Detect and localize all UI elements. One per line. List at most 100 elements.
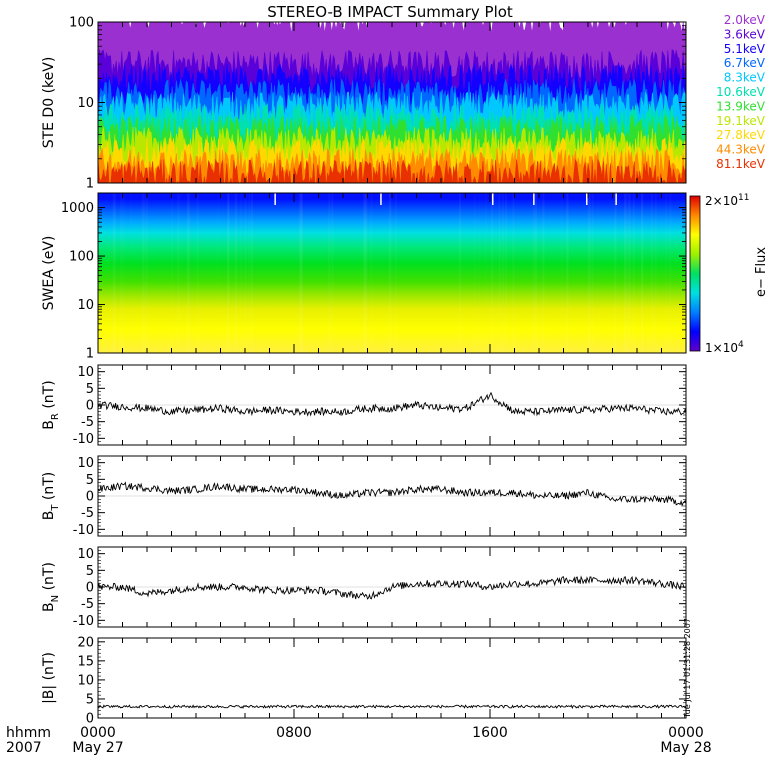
swea-texture: [624, 193, 626, 353]
bmag-ytick-label: 0: [86, 712, 94, 727]
legend-5.1keV: 5.1keV: [724, 42, 766, 56]
swea-texture: [682, 193, 684, 353]
br-ylabel-sub: R: [50, 413, 61, 420]
legend-2.0keV: 2.0keV: [724, 13, 766, 27]
br-ylabel-main: B: [41, 420, 57, 430]
swea-texture: [498, 193, 501, 353]
swea-ytick-label: 1000: [61, 201, 94, 216]
timestamp-label: Tue Jul 17 01:31:28 2007: [683, 618, 692, 719]
ste-series-81.1keV: [98, 158, 686, 183]
swea-texture: [120, 193, 122, 353]
label-layer: 2.0keV3.6keV5.1keV6.7keV8.3keV10.6keV13.…: [41, 13, 769, 756]
swea-gap: [615, 193, 617, 205]
swea-texture: [144, 193, 146, 353]
br-ytick-label: 5: [86, 382, 94, 397]
bn-ytick-label: 0: [86, 581, 94, 596]
swea-texture: [240, 193, 242, 353]
swea-texture: [621, 193, 623, 353]
swea-texture: [217, 193, 219, 353]
legend-19.1keV: 19.1keV: [716, 114, 766, 128]
swea-texture: [669, 193, 671, 353]
swea-texture: [364, 193, 367, 353]
swea-texture: [561, 193, 563, 353]
swea-texture: [227, 193, 229, 353]
swea-texture: [130, 193, 132, 353]
bn-ytick-label: 10: [77, 547, 94, 562]
swea-texture: [298, 193, 301, 353]
swea-texture: [665, 193, 667, 353]
plot-title: STEREO-B IMPACT Summary Plot: [267, 3, 513, 21]
legend-13.9keV: 13.9keV: [716, 99, 766, 113]
swea-texture: [294, 193, 296, 353]
bn-ytick-label: -5: [81, 597, 94, 612]
swea-texture: [228, 193, 230, 353]
bmag-trace: [97, 704, 687, 710]
swea-texture: [628, 193, 631, 353]
swea-texture: [535, 193, 537, 353]
colorbar-max-label: 2×1011: [705, 193, 749, 208]
bmag-ytick-label: 10: [77, 673, 94, 688]
bt-ytick-label: -10: [73, 523, 94, 538]
bn-ylabel-unit: (nT): [41, 562, 57, 595]
colorbar-label: e− Flux: [754, 247, 769, 297]
swea-texture: [113, 193, 116, 353]
bt-ytick-label: -5: [81, 506, 94, 521]
swea-texture: [353, 193, 355, 353]
swea-texture: [328, 193, 330, 353]
swea-texture: [567, 193, 569, 353]
swea-ytick-label: 100: [69, 250, 94, 265]
swea-ytick-label: 10: [77, 298, 94, 313]
swea-texture: [651, 193, 653, 353]
bn-trace: [97, 575, 687, 600]
colorbar-max-exponent: 11: [738, 193, 749, 203]
swea-gap: [492, 193, 494, 205]
legend-44.3keV: 44.3keV: [716, 143, 766, 157]
swea-texture: [142, 193, 145, 353]
swea-texture: [365, 193, 368, 353]
bmag-ytick-label: 20: [77, 635, 94, 650]
swea-texture: [300, 193, 303, 353]
swea-texture: [235, 193, 238, 353]
time-axis-label-year: 2007: [6, 740, 42, 756]
swea-ylabel: SWEA (eV): [41, 236, 57, 311]
swea-gap: [274, 193, 276, 205]
swea-texture: [626, 193, 628, 353]
swea-texture: [491, 193, 494, 353]
bt-trace: [97, 481, 687, 508]
br-ytick-label: 0: [86, 399, 94, 414]
bn-ylabel-main: B: [41, 602, 57, 612]
colorbar-min-label: 1×104: [705, 340, 744, 355]
ste-traces: [98, 22, 686, 183]
swea-texture: [485, 193, 487, 353]
swea-texture: [614, 193, 617, 353]
bt-ylabel-sub: T: [50, 504, 61, 512]
br-ylabel-unit: (nT): [41, 380, 57, 413]
ste-ylabel: STE D0 (keV): [41, 57, 57, 149]
bn-ylabel-sub: N: [50, 595, 61, 602]
bn-ytick-label: -10: [73, 614, 94, 629]
swea-texture: [171, 193, 173, 353]
swea-texture: [183, 193, 185, 353]
swea-texture: [505, 193, 508, 353]
swea-texture: [186, 193, 189, 353]
time-tick-label: 0000: [668, 725, 704, 741]
time-tick-label: 0800: [276, 725, 312, 741]
swea-texture: [389, 193, 391, 353]
br-trace: [97, 391, 687, 417]
swea-texture: [146, 193, 148, 353]
swea-gap: [380, 193, 382, 205]
swea-texture: [458, 193, 461, 353]
swea-texture: [502, 193, 504, 353]
swea-texture: [188, 193, 190, 353]
bt-ytick-label: 10: [77, 456, 94, 471]
swea-texture: [452, 193, 454, 353]
bmag-ytick-label: 15: [77, 654, 94, 669]
swea-texture: [632, 193, 635, 353]
bmag-ylabel-main: |B|: [41, 685, 57, 704]
swea-heatmap: [98, 193, 686, 353]
legend-8.3keV: 8.3keV: [724, 71, 766, 85]
swea-texture: [474, 193, 476, 353]
bn-ylabel: BN (nT): [41, 562, 61, 612]
swea-texture: [533, 193, 535, 353]
swea-texture: [363, 193, 366, 353]
